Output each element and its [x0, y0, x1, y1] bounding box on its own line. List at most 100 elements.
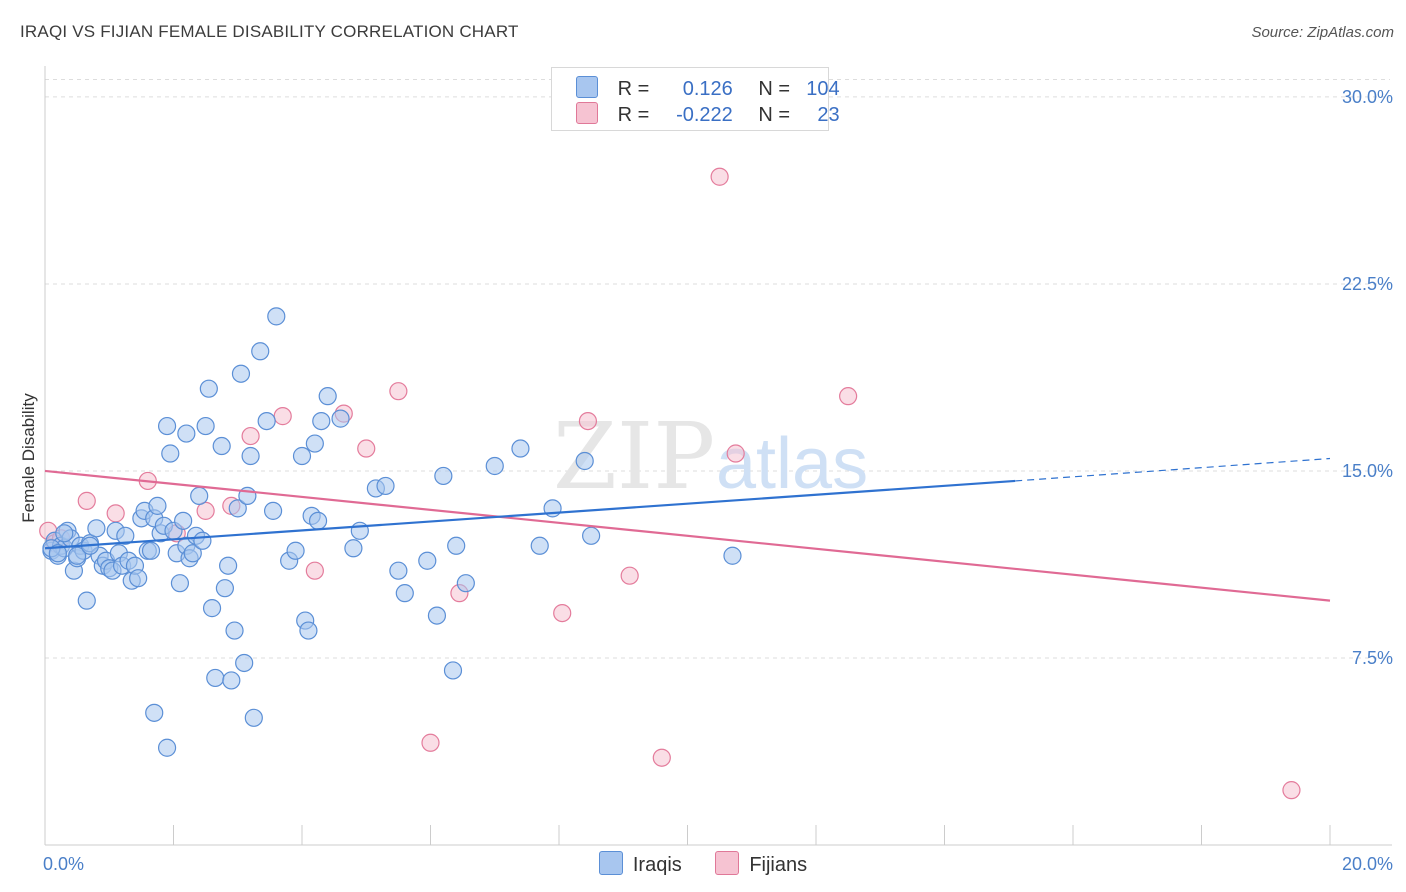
fijian-point-22: [726, 444, 745, 463]
iraqi-point-86: [434, 466, 453, 486]
iraqis-label: Iraqis: [632, 854, 682, 876]
fijian-trend-line: [44, 469, 1331, 602]
iraqi-point-91: [511, 439, 530, 458]
y-tick-label-0: 7.5%: [1352, 648, 1393, 668]
iraqi-point-92: [530, 536, 549, 555]
legend-swatch-iraqis: [576, 76, 598, 98]
axes: 7.5% 15.0% 22.5% 30.0% 0.0% 20.0%: [43, 66, 1393, 874]
legend-r-label: R =: [617, 104, 650, 126]
series-legend-fijians: Fijians: [715, 851, 807, 877]
iraqi-point-59: [235, 653, 254, 673]
iraqi-point-77: [331, 409, 350, 428]
x-tick-label-1: 20.0%: [1342, 854, 1393, 874]
iraqi-point-83: [395, 584, 414, 603]
trend-lines: [44, 457, 1331, 602]
iraqi-point-79: [350, 521, 369, 540]
iraqi-point-82: [389, 561, 408, 580]
iraqi-point-69: [292, 446, 312, 466]
source-credit: Source: ZipAtlas.com: [1251, 24, 1394, 41]
iraqi-point-39: [170, 574, 190, 593]
legend-row-iraqis: R = 0.126 N = 104: [576, 76, 840, 100]
iraqi-point-22: [116, 526, 135, 545]
iraqi-point-58: [231, 364, 251, 383]
iraqi-point-36: [161, 444, 180, 463]
iraqi-point-66: [267, 307, 286, 326]
iraqi-point-90: [485, 456, 504, 476]
fijian-point-3: [77, 491, 96, 510]
fijian-point-23: [839, 387, 858, 406]
series-legend: Iraqis Fijians: [0, 851, 1406, 877]
legend-r-value: -0.222: [676, 104, 733, 126]
iraqi-point-13: [87, 519, 106, 538]
x-tick-label-0: 0.0%: [43, 854, 84, 874]
iraqi-point-46: [193, 531, 212, 550]
series-legend-iraqis: Iraqis: [598, 851, 682, 877]
iraqi-point-75: [312, 411, 331, 431]
iraqi-point-94: [575, 451, 594, 471]
iraqi-point-68: [286, 541, 305, 560]
iraqi-point-51: [177, 424, 196, 443]
fijian-point-11: [305, 561, 324, 580]
legend-n-label: N =: [758, 78, 791, 100]
iraqi-point-26: [129, 569, 148, 588]
legend-n-value: 104: [806, 78, 840, 100]
iraqi-point-47: [196, 416, 215, 436]
fijian-point-19: [620, 566, 639, 585]
fijians-label: Fijians: [749, 854, 808, 876]
fijian-point-15: [421, 733, 440, 752]
iraqi-point-76: [318, 387, 337, 406]
y-tick-label-2: 22.5%: [1342, 274, 1393, 294]
iraqi-points: [42, 307, 742, 757]
iraqi-point-30: [141, 541, 161, 560]
iraqi-point-11: [77, 591, 96, 610]
fijians-swatch: [715, 851, 740, 875]
iraqi-point-78: [344, 539, 363, 558]
iraqi-point-102: [68, 546, 87, 565]
iraqi-point-101: [55, 524, 74, 543]
chart-title: IRAQI VS FIJIAN FEMALE DISABILITY CORREL…: [20, 22, 519, 41]
iraqi-point-73: [305, 434, 324, 453]
iraqi-point-32: [148, 496, 167, 515]
legend-swatch-fijians: [576, 102, 598, 124]
iraqi-point-85: [427, 606, 447, 625]
iraqi-point-54: [219, 556, 238, 575]
iraqi-point-100: [48, 544, 67, 563]
iraqi-point-74: [308, 511, 328, 530]
iraqi-point-45: [190, 486, 209, 506]
iraqi-point-97: [145, 703, 164, 722]
fijian-point-21: [710, 167, 729, 186]
iraqis-swatch: [598, 851, 623, 875]
fijian-point-24: [1282, 781, 1301, 800]
iraqi-point-49: [202, 599, 222, 618]
legend-r-label: R =: [617, 78, 650, 100]
fijian-point-20: [652, 748, 671, 767]
iraqi-point-87: [447, 536, 466, 555]
iraqi-point-96: [723, 546, 742, 565]
iraqi-point-71: [299, 621, 318, 640]
iraqi-point-62: [244, 708, 263, 727]
iraqi-point-61: [241, 446, 260, 466]
fijian-point-10: [273, 407, 292, 426]
iraqi-point-52: [212, 436, 231, 456]
y-axis-label: Female Disability: [19, 393, 38, 523]
iraqi-point-55: [222, 671, 241, 690]
iraqi-point-65: [263, 501, 283, 520]
iraqi-point-88: [443, 661, 463, 680]
y-tick-label-3: 30.0%: [1342, 87, 1393, 107]
correlation-legend: R = 0.126 N = 104 R = -0.222 N = 23: [551, 67, 840, 131]
fijian-point-9: [241, 426, 260, 446]
y-tick-label-1: 15.0%: [1342, 461, 1393, 481]
iraqi-point-84: [418, 551, 437, 570]
fijian-point-14: [389, 382, 408, 401]
iraqi-point-53: [215, 579, 234, 598]
fijian-point-18: [578, 411, 598, 431]
iraqi-point-81: [376, 476, 395, 496]
legend-row-fijians: R = -0.222 N = 23: [576, 102, 840, 126]
iraqi-point-89: [456, 574, 475, 593]
iraqi-point-63: [251, 342, 270, 361]
iraqi-trend-extension: [1015, 457, 1331, 482]
fijian-point-13: [357, 439, 376, 458]
iraqi-point-95: [582, 526, 601, 545]
iraqi-point-57: [228, 499, 247, 518]
